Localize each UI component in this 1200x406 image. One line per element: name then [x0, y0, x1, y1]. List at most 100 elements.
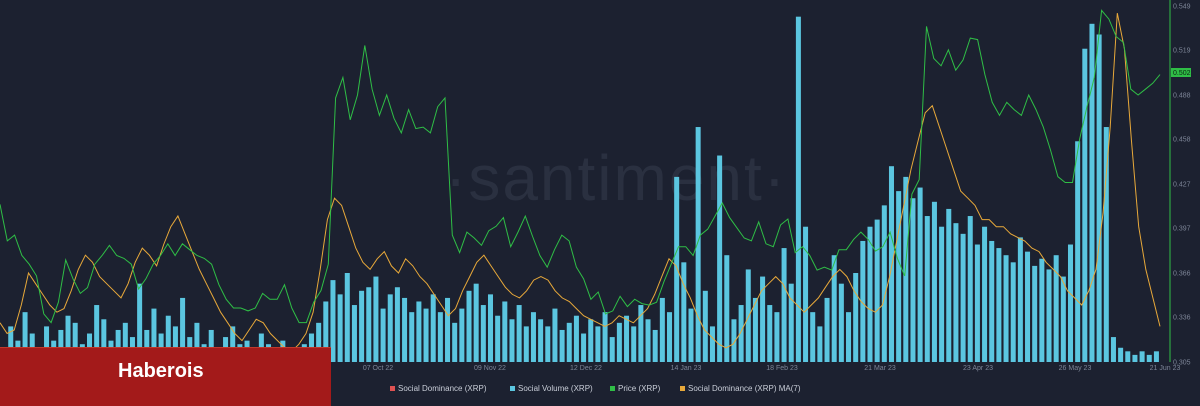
social-volume-bar	[151, 308, 157, 362]
social-volume-bar	[1103, 127, 1109, 362]
social-volume-bar	[344, 273, 350, 362]
social-volume-bar	[1025, 251, 1031, 362]
social-volume-bar	[1082, 48, 1088, 362]
legend-swatch	[610, 386, 615, 391]
source-banner: Haberois	[0, 347, 331, 406]
social-volume-bar	[1053, 255, 1059, 362]
social-volume-bar	[1032, 265, 1038, 362]
social-volume-bar	[538, 319, 544, 362]
social-volume-bar	[487, 294, 493, 362]
social-volume-bar	[681, 262, 687, 362]
legend-swatch	[510, 386, 515, 391]
social-volume-bar	[831, 255, 837, 362]
social-volume-bar	[8, 326, 14, 362]
social-volume-bar	[323, 301, 329, 362]
social-volume-bar	[495, 315, 501, 362]
social-volume-bar	[330, 280, 336, 362]
legend-item[interactable]: Price (XRP)	[610, 384, 661, 393]
social-volume-bar	[896, 191, 902, 362]
social-volume-bar	[94, 305, 100, 362]
social-volume-bar	[1067, 244, 1073, 362]
social-volume-bar	[101, 319, 107, 362]
social-volume-bar	[638, 305, 644, 362]
social-volume-bar	[359, 290, 365, 362]
social-volume-bar	[695, 127, 701, 362]
legend: Social Dominance (XRP) Social Volume (XRP…	[390, 384, 801, 393]
legend-item[interactable]: Social Volume (XRP)	[510, 384, 593, 393]
social-volume-bar	[881, 205, 887, 362]
social-volume-bar	[1132, 354, 1138, 362]
social-volume-bar	[1060, 276, 1066, 362]
y-tick-label: 0.488	[1173, 93, 1191, 100]
social-volume-bar	[774, 312, 780, 362]
social-volume-bar	[795, 16, 801, 363]
social-volume-bar	[530, 312, 536, 362]
social-volume-bar	[44, 326, 50, 362]
x-tick-label: 21 Jun 23	[1150, 365, 1181, 372]
price-badge: 0.502	[1171, 68, 1191, 77]
social-volume-bar	[416, 301, 422, 362]
social-volume-bar	[473, 283, 479, 362]
social-volume-bar	[1153, 351, 1159, 362]
social-volume-bar	[996, 248, 1002, 362]
x-tick-label: 09 Nov 22	[474, 365, 506, 372]
social-volume-bar	[803, 226, 809, 362]
social-volume-bar	[1096, 34, 1102, 362]
y-tick-label: 0.305	[1173, 360, 1191, 367]
social-volume-bar	[817, 326, 823, 362]
social-volume-bar	[917, 187, 923, 362]
social-volume-bar	[659, 297, 665, 362]
social-volume-bar	[380, 308, 386, 362]
social-volume-bar	[545, 326, 551, 362]
y-tick-label: 0.458	[1173, 136, 1191, 143]
social-volume-bar	[645, 319, 651, 362]
social-volume-bar	[523, 326, 529, 362]
social-volume-bar	[946, 208, 952, 362]
social-volume-bar	[445, 297, 451, 362]
social-volume-bar	[58, 329, 64, 362]
social-volume-bar	[316, 322, 322, 362]
social-volume-bar	[588, 319, 594, 362]
social-volume-bar	[122, 322, 128, 362]
legend-item[interactable]: Social Dominance (XRP)	[390, 384, 487, 393]
social-volume-bar	[402, 297, 408, 362]
social-volume-bar	[709, 326, 715, 362]
social-volume-bar	[767, 305, 773, 362]
social-volume-bar	[502, 301, 508, 362]
social-volume-bar	[1017, 237, 1023, 362]
social-volume-bar	[394, 287, 400, 362]
social-volume-bar	[760, 276, 766, 362]
x-tick-label: 14 Jan 23	[671, 365, 702, 372]
social-volume-bar	[466, 290, 472, 362]
social-volume-bar	[888, 166, 894, 362]
x-tick-label: 23 Apr 23	[963, 365, 993, 372]
legend-swatch	[390, 386, 395, 391]
social-volume-bar	[745, 269, 751, 362]
x-tick-label: 21 Mar 23	[864, 365, 896, 372]
social-volume-bar	[1110, 337, 1116, 362]
social-volume-bar	[910, 198, 916, 362]
social-volume-bar	[688, 308, 694, 362]
y-tick-label: 0.519	[1173, 47, 1191, 54]
legend-label: Price (XRP)	[618, 384, 661, 393]
social-volume-bar	[165, 315, 171, 362]
social-volume-bar	[1118, 347, 1124, 362]
social-volume-bar	[953, 223, 959, 362]
legend-label: Social Dominance (XRP)	[398, 384, 487, 393]
social-volume-bar	[516, 305, 522, 362]
x-tick-label: 12 Dec 22	[570, 365, 602, 372]
social-volume-bar	[552, 308, 558, 362]
social-volume-bar	[652, 329, 658, 362]
social-volume-bar	[602, 312, 608, 362]
legend-item[interactable]: Social Dominance (XRP) MA(7)	[680, 384, 801, 393]
social-volume-bar	[616, 322, 622, 362]
x-tick-label: 07 Oct 22	[363, 365, 393, 372]
social-volume-bar	[924, 216, 930, 362]
social-volume-bar	[1146, 354, 1152, 362]
social-volume-bar	[387, 294, 393, 362]
social-dominance-ma7-line	[0, 13, 1161, 352]
social-volume-bar	[430, 294, 436, 362]
social-volume-bar	[337, 294, 343, 362]
social-volume-bar	[509, 319, 515, 362]
